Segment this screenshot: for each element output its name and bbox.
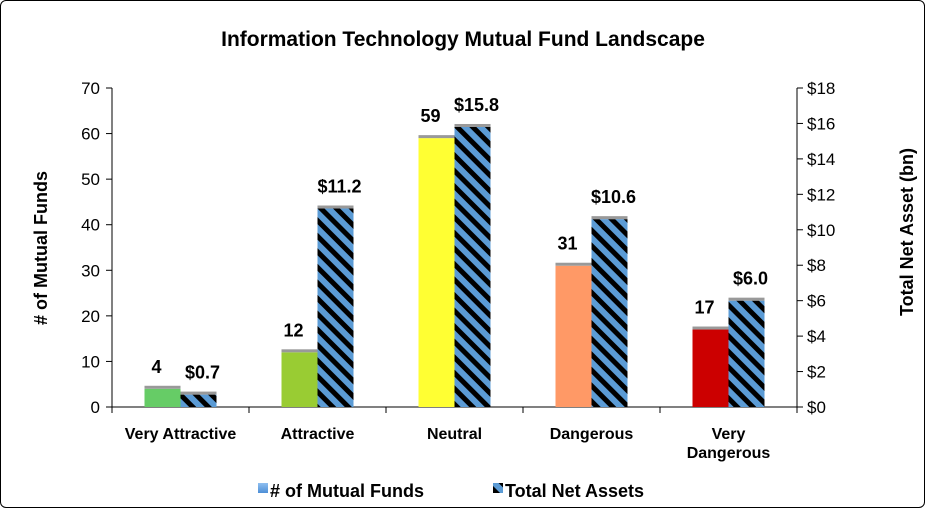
y2-tick-label: $0	[807, 398, 826, 417]
y2-tick-label: $4	[807, 327, 826, 346]
bars-group	[144, 123, 765, 407]
x-category-label: Very Attractive	[125, 426, 237, 443]
bar-mutual-funds-cap	[281, 349, 318, 353]
bar-mutual-funds-cap	[418, 135, 455, 139]
y2-tick-label: $12	[807, 185, 835, 204]
x-category-label: Neutral	[427, 426, 482, 443]
y2-axis-title: Total Net Asset (bn)	[897, 148, 917, 316]
bar-mutual-funds-cap	[555, 262, 592, 266]
legend-swatch-funds	[258, 483, 268, 493]
bar-net-assets	[454, 126, 491, 407]
data-label-net-assets: $10.6	[591, 187, 636, 207]
bar-net-assets-cap	[454, 123, 491, 127]
y-tick-label: 20	[81, 307, 100, 326]
data-label-mutual-funds: 12	[283, 320, 303, 340]
y2-tick-label: $2	[807, 363, 826, 382]
bar-mutual-funds-cap	[144, 385, 181, 389]
data-label-mutual-funds: 17	[694, 298, 714, 318]
bar-mutual-funds	[418, 138, 455, 407]
y-tick-label: 40	[81, 216, 100, 235]
bar-mutual-funds	[692, 329, 729, 407]
y2-tick-label: $8	[807, 256, 826, 275]
y-tick-label: 70	[81, 79, 100, 98]
data-label-mutual-funds: 59	[420, 106, 440, 126]
bar-net-assets	[317, 208, 354, 407]
x-category-label: Dangerous	[687, 445, 771, 462]
chart-title: Information Technology Mutual Fund Lands…	[221, 28, 705, 51]
y-tick-label: 10	[81, 352, 100, 371]
y2-tick-label: $14	[807, 150, 835, 169]
legend-swatch-net-assets	[493, 483, 503, 493]
bar-net-assets-cap	[591, 216, 628, 220]
bar-mutual-funds-cap	[692, 326, 729, 330]
data-label-net-assets: $0.7	[185, 363, 220, 383]
data-label-net-assets: $6.0	[733, 269, 768, 289]
legend-label-net-assets: Total Net Assets	[505, 481, 644, 501]
data-label-mutual-funds: 31	[557, 234, 577, 254]
bar-mutual-funds	[281, 352, 318, 407]
x-category-label: Attractive	[281, 426, 355, 443]
data-labels-group: 4 $0.7 12 $11.2 59 $15.8 31 $10.6 17 $6.0	[151, 95, 768, 383]
bar-net-assets	[728, 300, 765, 407]
bar-net-assets-cap	[728, 297, 765, 301]
y2-tick-label: $16	[807, 114, 835, 133]
bar-net-assets	[591, 219, 628, 407]
y2-tick-label: $6	[807, 292, 826, 311]
y2-tick-label: $18	[807, 79, 835, 98]
x-category-label: Very	[712, 426, 746, 443]
y-tick-label: 0	[91, 398, 100, 417]
y2-tick-label: $10	[807, 221, 835, 240]
bar-mutual-funds	[144, 388, 181, 407]
y-tick-label: 30	[81, 261, 100, 280]
y-tick-label: 60	[81, 125, 100, 144]
x-category-label: Dangerous	[550, 426, 634, 443]
legend: # of Mutual Funds Total Net Assets	[258, 481, 644, 501]
data-label-net-assets: $11.2	[317, 177, 361, 197]
bar-net-assets-cap	[317, 205, 354, 209]
y-axis-title: # of Mutual Funds	[31, 171, 51, 325]
bar-mutual-funds	[555, 265, 592, 407]
legend-label-funds: # of Mutual Funds	[270, 481, 424, 501]
bar-net-assets-cap	[180, 391, 217, 395]
data-label-mutual-funds: 4	[151, 357, 161, 377]
y-tick-label: 50	[81, 170, 100, 189]
axes-group: 0 10 20 30 40 50 60 70 $0 $2 $4 $6 $8 $10 $12 $14 $16 $18…	[81, 79, 835, 462]
bar-net-assets	[180, 394, 217, 407]
data-label-net-assets: $15.8	[454, 95, 499, 115]
